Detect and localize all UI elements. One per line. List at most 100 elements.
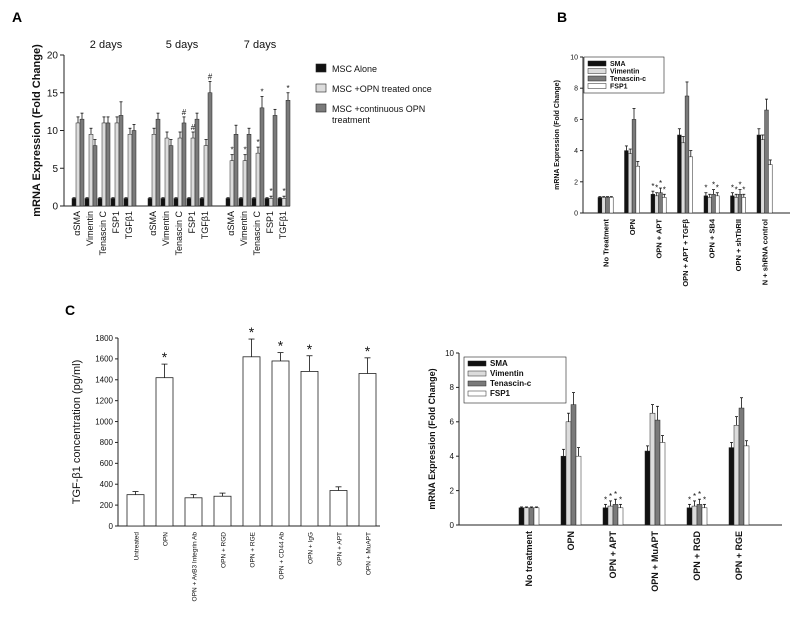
y-tick-label: 8 <box>450 383 455 392</box>
category-label: No Treatment <box>602 219 611 267</box>
bar <box>281 198 287 207</box>
significance-mark: * <box>286 84 289 93</box>
bar <box>186 198 192 207</box>
category-label: TGFβ1 <box>200 211 210 239</box>
chart-b-mrna-inhibitors: 0 2 4 6 8 10 mRNA Expression (Fold Change) No T… <box>554 54 790 287</box>
legend-swatch <box>467 360 487 367</box>
bar <box>764 109 769 214</box>
significance-mark: * <box>688 495 691 504</box>
y-tick-label: 0 <box>52 202 58 213</box>
bar <box>126 494 145 527</box>
significance-mark: * <box>731 184 734 193</box>
bar <box>181 122 187 207</box>
category-label: OPN + CD44 Ab <box>279 532 286 580</box>
y-axis-title: mRNA Expression (Fold Change) <box>427 368 437 509</box>
bar <box>635 165 640 214</box>
bar <box>612 504 619 526</box>
category-label: Vimentin <box>85 211 95 246</box>
bar <box>701 507 708 526</box>
bar <box>251 198 257 207</box>
legend-label: Tenascin-c <box>490 379 532 388</box>
category-label: OPN + RGD <box>221 532 228 568</box>
bar <box>264 198 270 207</box>
y-tick-label: 1200 <box>95 396 113 405</box>
bar <box>565 421 572 526</box>
legend-label: FSP1 <box>610 84 628 91</box>
category-label: FSP1 <box>187 211 197 234</box>
bar <box>662 197 667 214</box>
bar <box>97 198 103 207</box>
chart-d-mrna-rgd-apt: 0 2 4 6 8 10 mRNA Expression (Fold Change) No t… <box>427 349 782 592</box>
bar <box>177 137 183 207</box>
y-tick-label: 5 <box>52 164 58 175</box>
chart-a-mrna-time-course: 0 5 10 15 20 mRNA Expression (Fold Change) 2 d… <box>31 39 432 256</box>
bar <box>560 455 567 526</box>
bar <box>730 195 735 214</box>
bar <box>654 419 661 526</box>
category-label: FSP1 <box>265 211 275 234</box>
significance-mark: * <box>704 184 707 193</box>
legend-label: Tenascin-c <box>610 76 646 83</box>
y-tick-label: 20 <box>47 51 59 62</box>
significance-mark: * <box>282 187 285 196</box>
significance-mark: * <box>162 349 168 365</box>
category-label: OPN <box>163 532 170 546</box>
bar <box>213 495 232 527</box>
y-tick-label: 10 <box>445 349 454 358</box>
bar <box>686 507 693 526</box>
bar <box>650 194 656 214</box>
bar <box>728 447 735 526</box>
category-label: OPN + APT + TGFβ <box>681 219 690 287</box>
panel-label-a: A <box>12 9 22 25</box>
significance-mark: * <box>659 179 662 188</box>
bar <box>733 424 740 526</box>
bar <box>523 507 530 526</box>
bar <box>688 156 693 214</box>
y-tick-label: 2 <box>574 179 578 186</box>
bar <box>644 450 651 526</box>
category-label: Vimentin <box>239 211 249 246</box>
bar <box>147 198 153 207</box>
significance-mark: * <box>651 182 654 191</box>
bar <box>715 195 720 214</box>
bar <box>649 412 656 526</box>
category-label: OPN + APT <box>337 532 344 566</box>
y-tick-label: 800 <box>100 438 114 447</box>
significance-mark: # <box>208 72 213 81</box>
bar <box>184 497 203 527</box>
y-tick-label: 6 <box>450 418 455 427</box>
y-tick-label: 10 <box>570 54 578 61</box>
legend-swatch <box>467 390 487 397</box>
significance-mark: * <box>738 181 741 190</box>
category-label: OPN + shTbRII <box>734 219 743 271</box>
bar <box>173 198 179 207</box>
bar <box>597 197 603 214</box>
significance-mark: # <box>191 123 196 132</box>
category-label: OPN <box>566 531 576 551</box>
category-label: OPN + RGE <box>250 531 257 567</box>
y-tick-label: 15 <box>47 88 59 99</box>
significance-mark: * <box>655 184 658 193</box>
bar <box>131 130 137 207</box>
significance-mark: * <box>614 490 617 499</box>
bar <box>92 145 98 207</box>
bar <box>259 107 265 207</box>
significance-mark: * <box>742 185 745 194</box>
legend-label: MSC Alone <box>332 64 377 74</box>
y-tick-label: 1600 <box>95 355 113 364</box>
bar <box>677 134 682 214</box>
bar <box>329 490 348 527</box>
bar <box>71 198 77 207</box>
category-label: OPN + APT <box>655 219 664 259</box>
category-label: Tenascin C <box>174 211 184 256</box>
legend-label: treatment <box>332 115 371 125</box>
panel-label-b: B <box>557 9 567 25</box>
category-label: Tenascin C <box>98 211 108 256</box>
legend-swatch <box>315 63 327 73</box>
y-tick-label: 600 <box>100 459 114 468</box>
group-label: 5 days <box>166 39 199 51</box>
y-axis-title: TGF-β1 concentration (pg/ml) <box>71 360 83 504</box>
legend-label: SMA <box>610 61 626 68</box>
bar <box>151 134 157 207</box>
legend-swatch <box>587 83 607 89</box>
